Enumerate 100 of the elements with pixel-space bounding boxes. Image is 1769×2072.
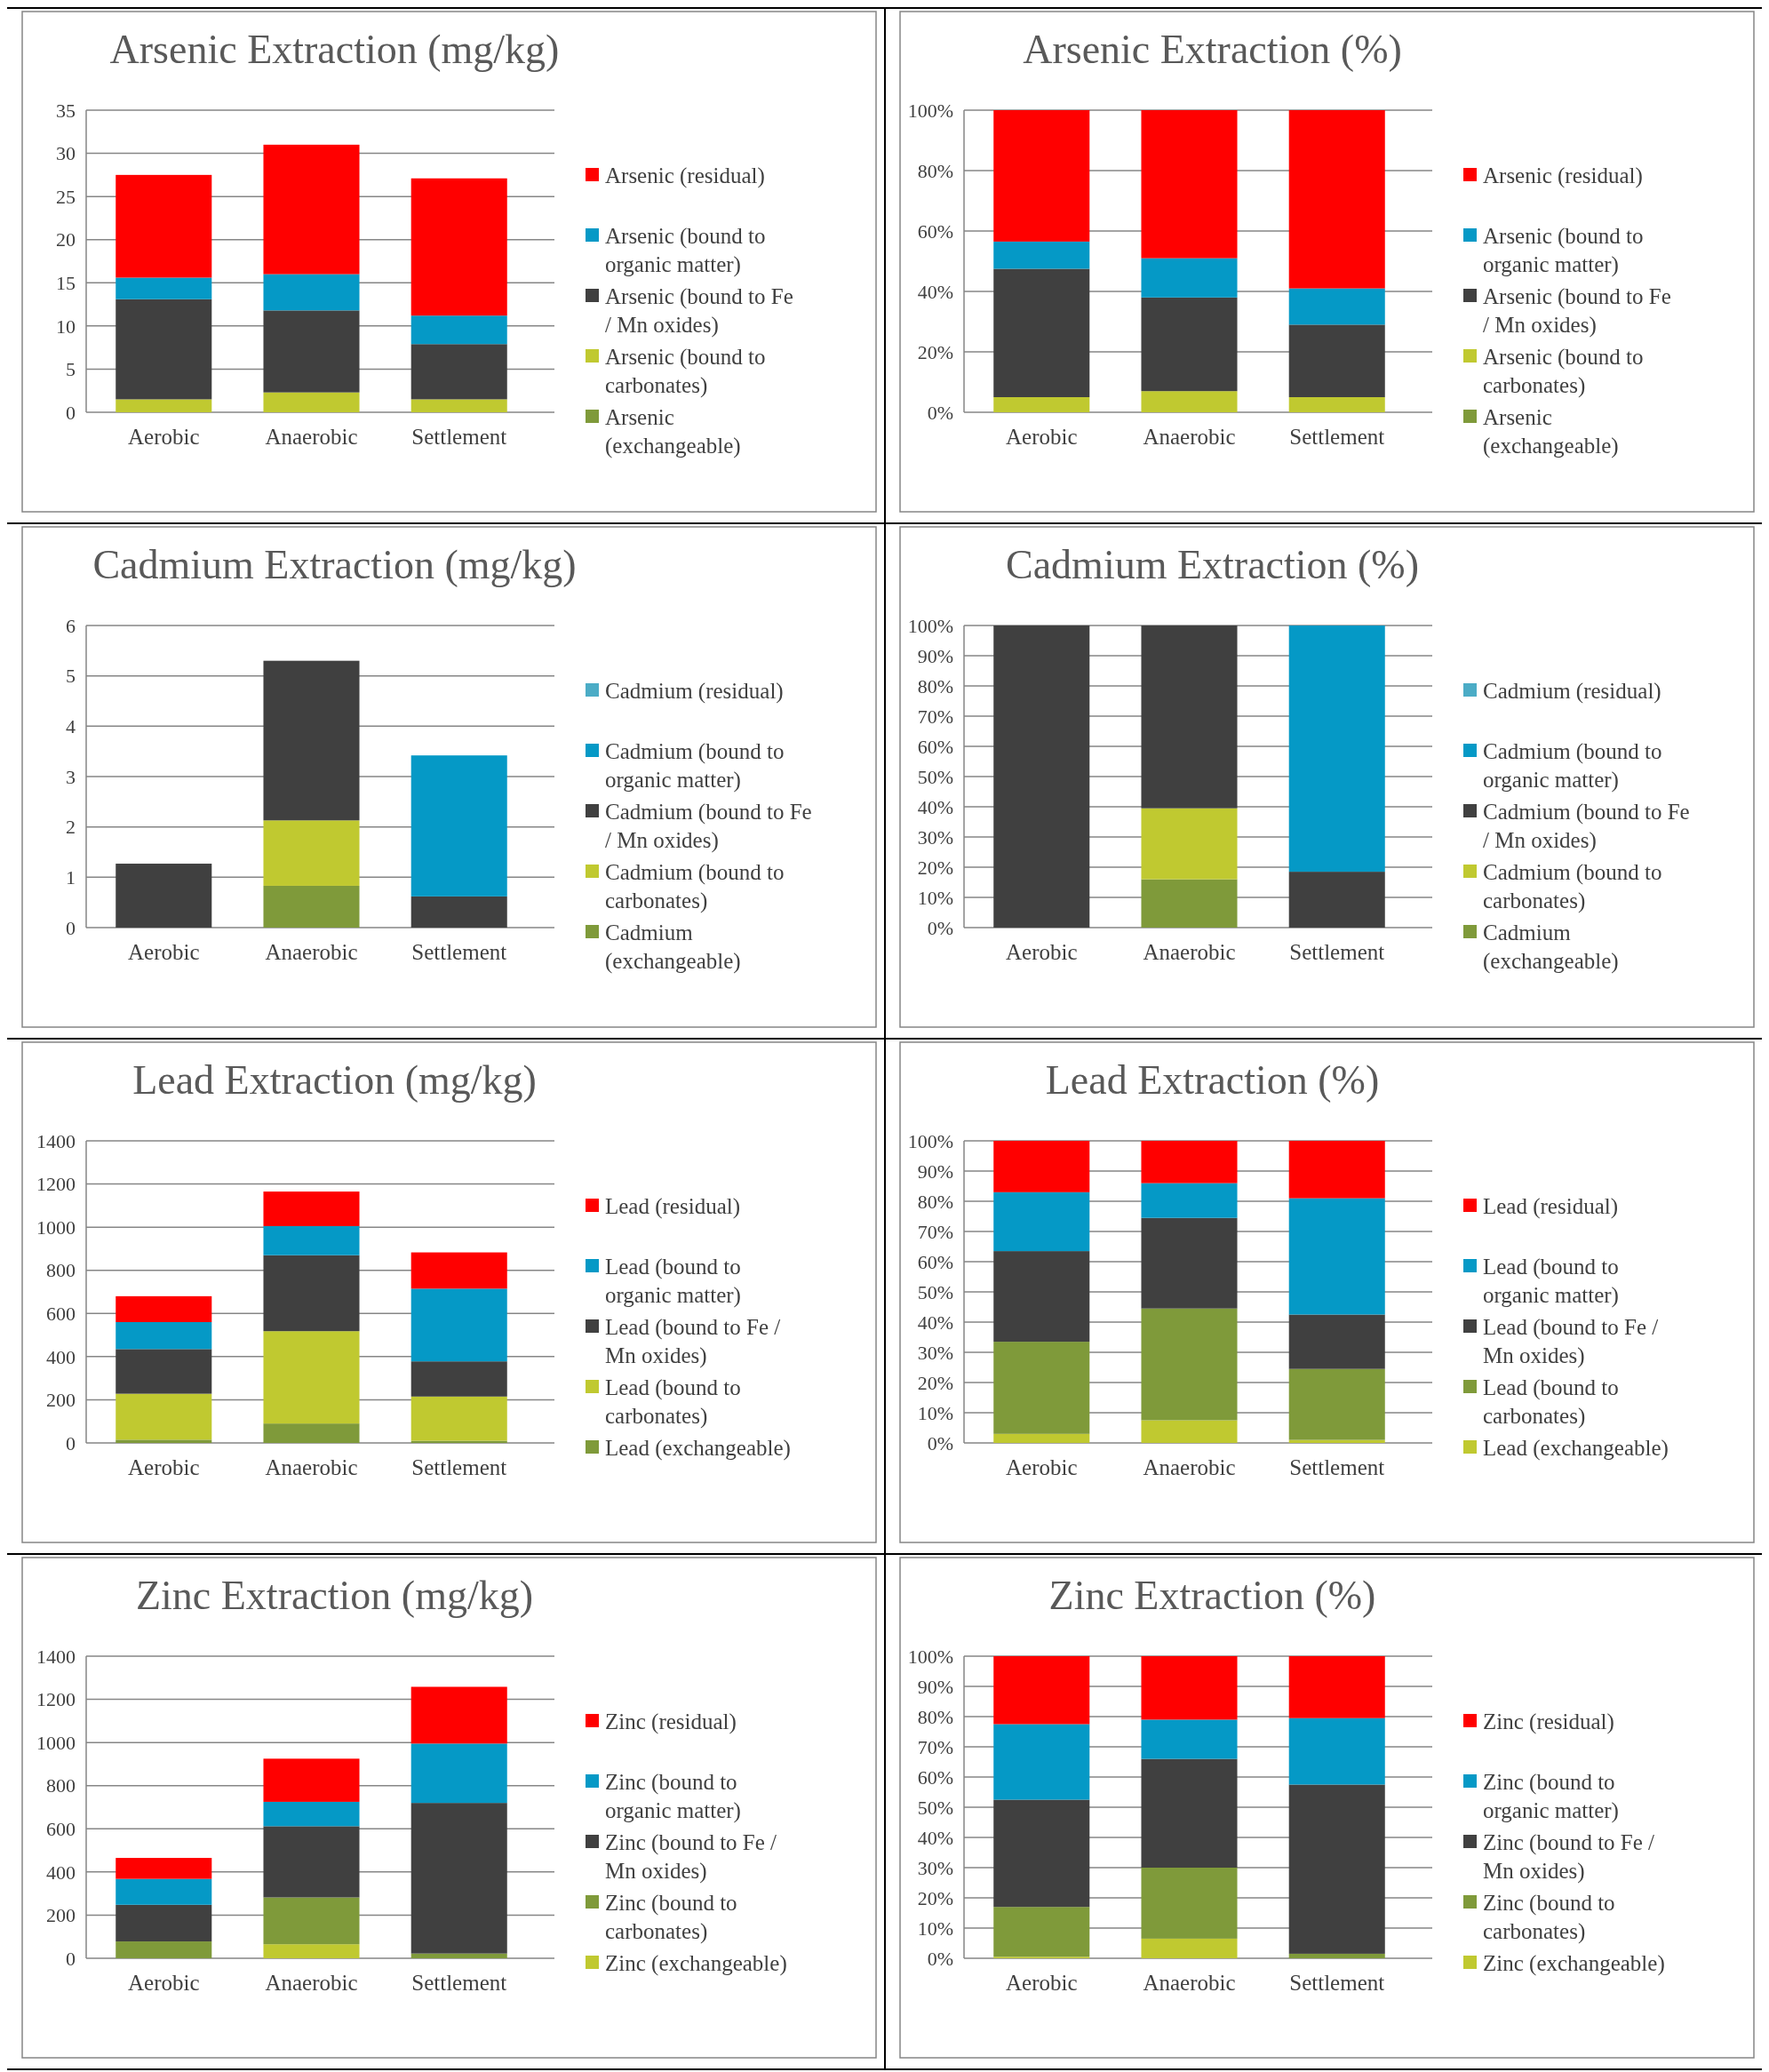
bar <box>1141 1141 1238 1183</box>
y-tick-label: 20% <box>917 1886 953 1909</box>
y-tick-label: 20 <box>56 228 76 251</box>
legend-label: Zinc (bound to Fe / Mn oxides) <box>605 1829 777 1885</box>
legend-label: Lead (bound to organic matter) <box>605 1254 741 1309</box>
bar <box>1288 110 1385 289</box>
bar <box>116 1439 212 1443</box>
y-tick-label: 1 <box>66 866 76 889</box>
y-tick-label: 30% <box>917 825 953 849</box>
bar <box>410 1361 507 1397</box>
y-tick-label: 5 <box>66 665 76 688</box>
y-tick-label: 200 <box>46 1389 76 1412</box>
legend-label: Lead (bound to Fe / Mn oxides) <box>605 1314 781 1369</box>
y-tick-label: 60% <box>917 735 953 758</box>
bar <box>410 1953 507 1958</box>
legend-label: Arsenic (exchangeable) <box>1483 404 1619 459</box>
x-tick-label: Anaerobic <box>265 1971 358 1995</box>
legend-label: Zinc (residual) <box>605 1709 737 1734</box>
legend-label: Arsenic (bound to carbonates) <box>605 344 766 399</box>
x-tick-label: Anaerobic <box>1143 940 1236 964</box>
bar <box>993 268 1090 397</box>
bar <box>263 1826 360 1898</box>
bar <box>263 660 360 821</box>
bar <box>993 1656 1090 1725</box>
y-tick-label: 0 <box>66 916 76 939</box>
y-tick-label: 400 <box>46 1345 76 1368</box>
bar <box>116 399 212 412</box>
y-tick-label: 10 <box>56 315 76 338</box>
y-tick-label: 1200 <box>36 1688 76 1711</box>
legend-label: Arsenic (bound to Fe / Mn oxides) <box>1483 283 1671 339</box>
bar <box>1141 808 1238 880</box>
bar <box>263 820 360 886</box>
y-tick-label: 60% <box>917 219 953 243</box>
bar <box>1288 1717 1385 1785</box>
chart-title: Cadmium Extraction (%) <box>1006 542 1419 587</box>
legend-label: Zinc (exchangeable) <box>605 1950 787 1976</box>
bar <box>1141 110 1238 259</box>
x-tick-label: Anaerobic <box>1143 425 1236 449</box>
y-tick-label: 80% <box>917 1190 953 1213</box>
legend-label: Lead (residual) <box>1483 1193 1619 1219</box>
y-tick-label: 35 <box>56 99 76 122</box>
bar <box>263 1225 360 1255</box>
bar <box>410 1252 507 1289</box>
y-tick-label: 0 <box>66 401 76 424</box>
y-tick-label: 10% <box>917 1401 953 1424</box>
y-tick-label: 3 <box>66 765 76 788</box>
legend-label: Cadmium (exchangeable) <box>605 920 741 975</box>
legend-label: Cadmium (residual) <box>1483 678 1661 704</box>
bar <box>993 1342 1090 1434</box>
legend-label: Lead (bound to carbonates) <box>605 1375 741 1430</box>
legend-label: Arsenic (bound to organic matter) <box>1483 223 1644 278</box>
bar <box>116 1858 212 1879</box>
bar <box>410 1686 507 1744</box>
legend-label: Arsenic (residual) <box>1483 163 1643 188</box>
bar <box>1141 1183 1238 1218</box>
legend-label: Cadmium (bound to Fe / Mn oxides) <box>1483 799 1690 854</box>
x-tick-label: Settlement <box>411 1455 507 1479</box>
bar <box>263 1191 360 1226</box>
legend-label: Lead (residual) <box>605 1193 741 1219</box>
chart-title: Lead Extraction (%) <box>1045 1057 1380 1103</box>
legend-label: Cadmium (exchangeable) <box>1483 920 1619 975</box>
x-tick-label: Anaerobic <box>1143 1971 1236 1995</box>
y-tick-label: 30 <box>56 142 76 165</box>
bar <box>410 344 507 400</box>
y-tick-label: 40% <box>917 280 953 303</box>
bar <box>410 178 507 316</box>
y-tick-label: 70% <box>917 705 953 728</box>
y-tick-label: 0% <box>927 401 953 424</box>
y-tick-label: 100% <box>907 1645 953 1668</box>
legend-label: Cadmium (bound to Fe / Mn oxides) <box>605 799 812 854</box>
y-tick-label: 1000 <box>36 1215 76 1239</box>
x-tick-label: Aerobic <box>128 425 200 449</box>
bar <box>116 1904 212 1942</box>
legend-label: Cadmium (bound to organic matter) <box>1483 738 1662 793</box>
y-tick-label: 90% <box>917 644 953 667</box>
bar <box>410 1743 507 1804</box>
y-tick-label: 0% <box>927 916 953 939</box>
bar <box>1288 288 1385 325</box>
bar <box>1141 1758 1238 1868</box>
bar <box>263 1897 360 1945</box>
y-tick-label: 600 <box>46 1302 76 1325</box>
x-tick-label: Aerobic <box>1006 940 1078 964</box>
y-tick-label: 4 <box>66 715 76 738</box>
bar <box>263 274 360 311</box>
bar <box>993 241 1090 269</box>
y-tick-label: 100% <box>907 1129 953 1152</box>
bar <box>1141 1868 1238 1939</box>
x-tick-label: Settlement <box>1289 425 1385 449</box>
bar <box>1141 258 1238 298</box>
y-tick-label: 100% <box>907 614 953 637</box>
bar <box>1288 872 1385 928</box>
y-tick-label: 10% <box>917 886 953 909</box>
bar <box>993 1251 1090 1343</box>
bar <box>993 1191 1090 1252</box>
chart-title: Lead Extraction (mg/kg) <box>132 1057 537 1103</box>
chart-title: Arsenic Extraction (%) <box>1023 27 1402 72</box>
y-tick-label: 800 <box>46 1259 76 1282</box>
legend-label: Cadmium (bound to organic matter) <box>605 738 785 793</box>
bar <box>116 1393 212 1440</box>
bar <box>116 1349 212 1394</box>
